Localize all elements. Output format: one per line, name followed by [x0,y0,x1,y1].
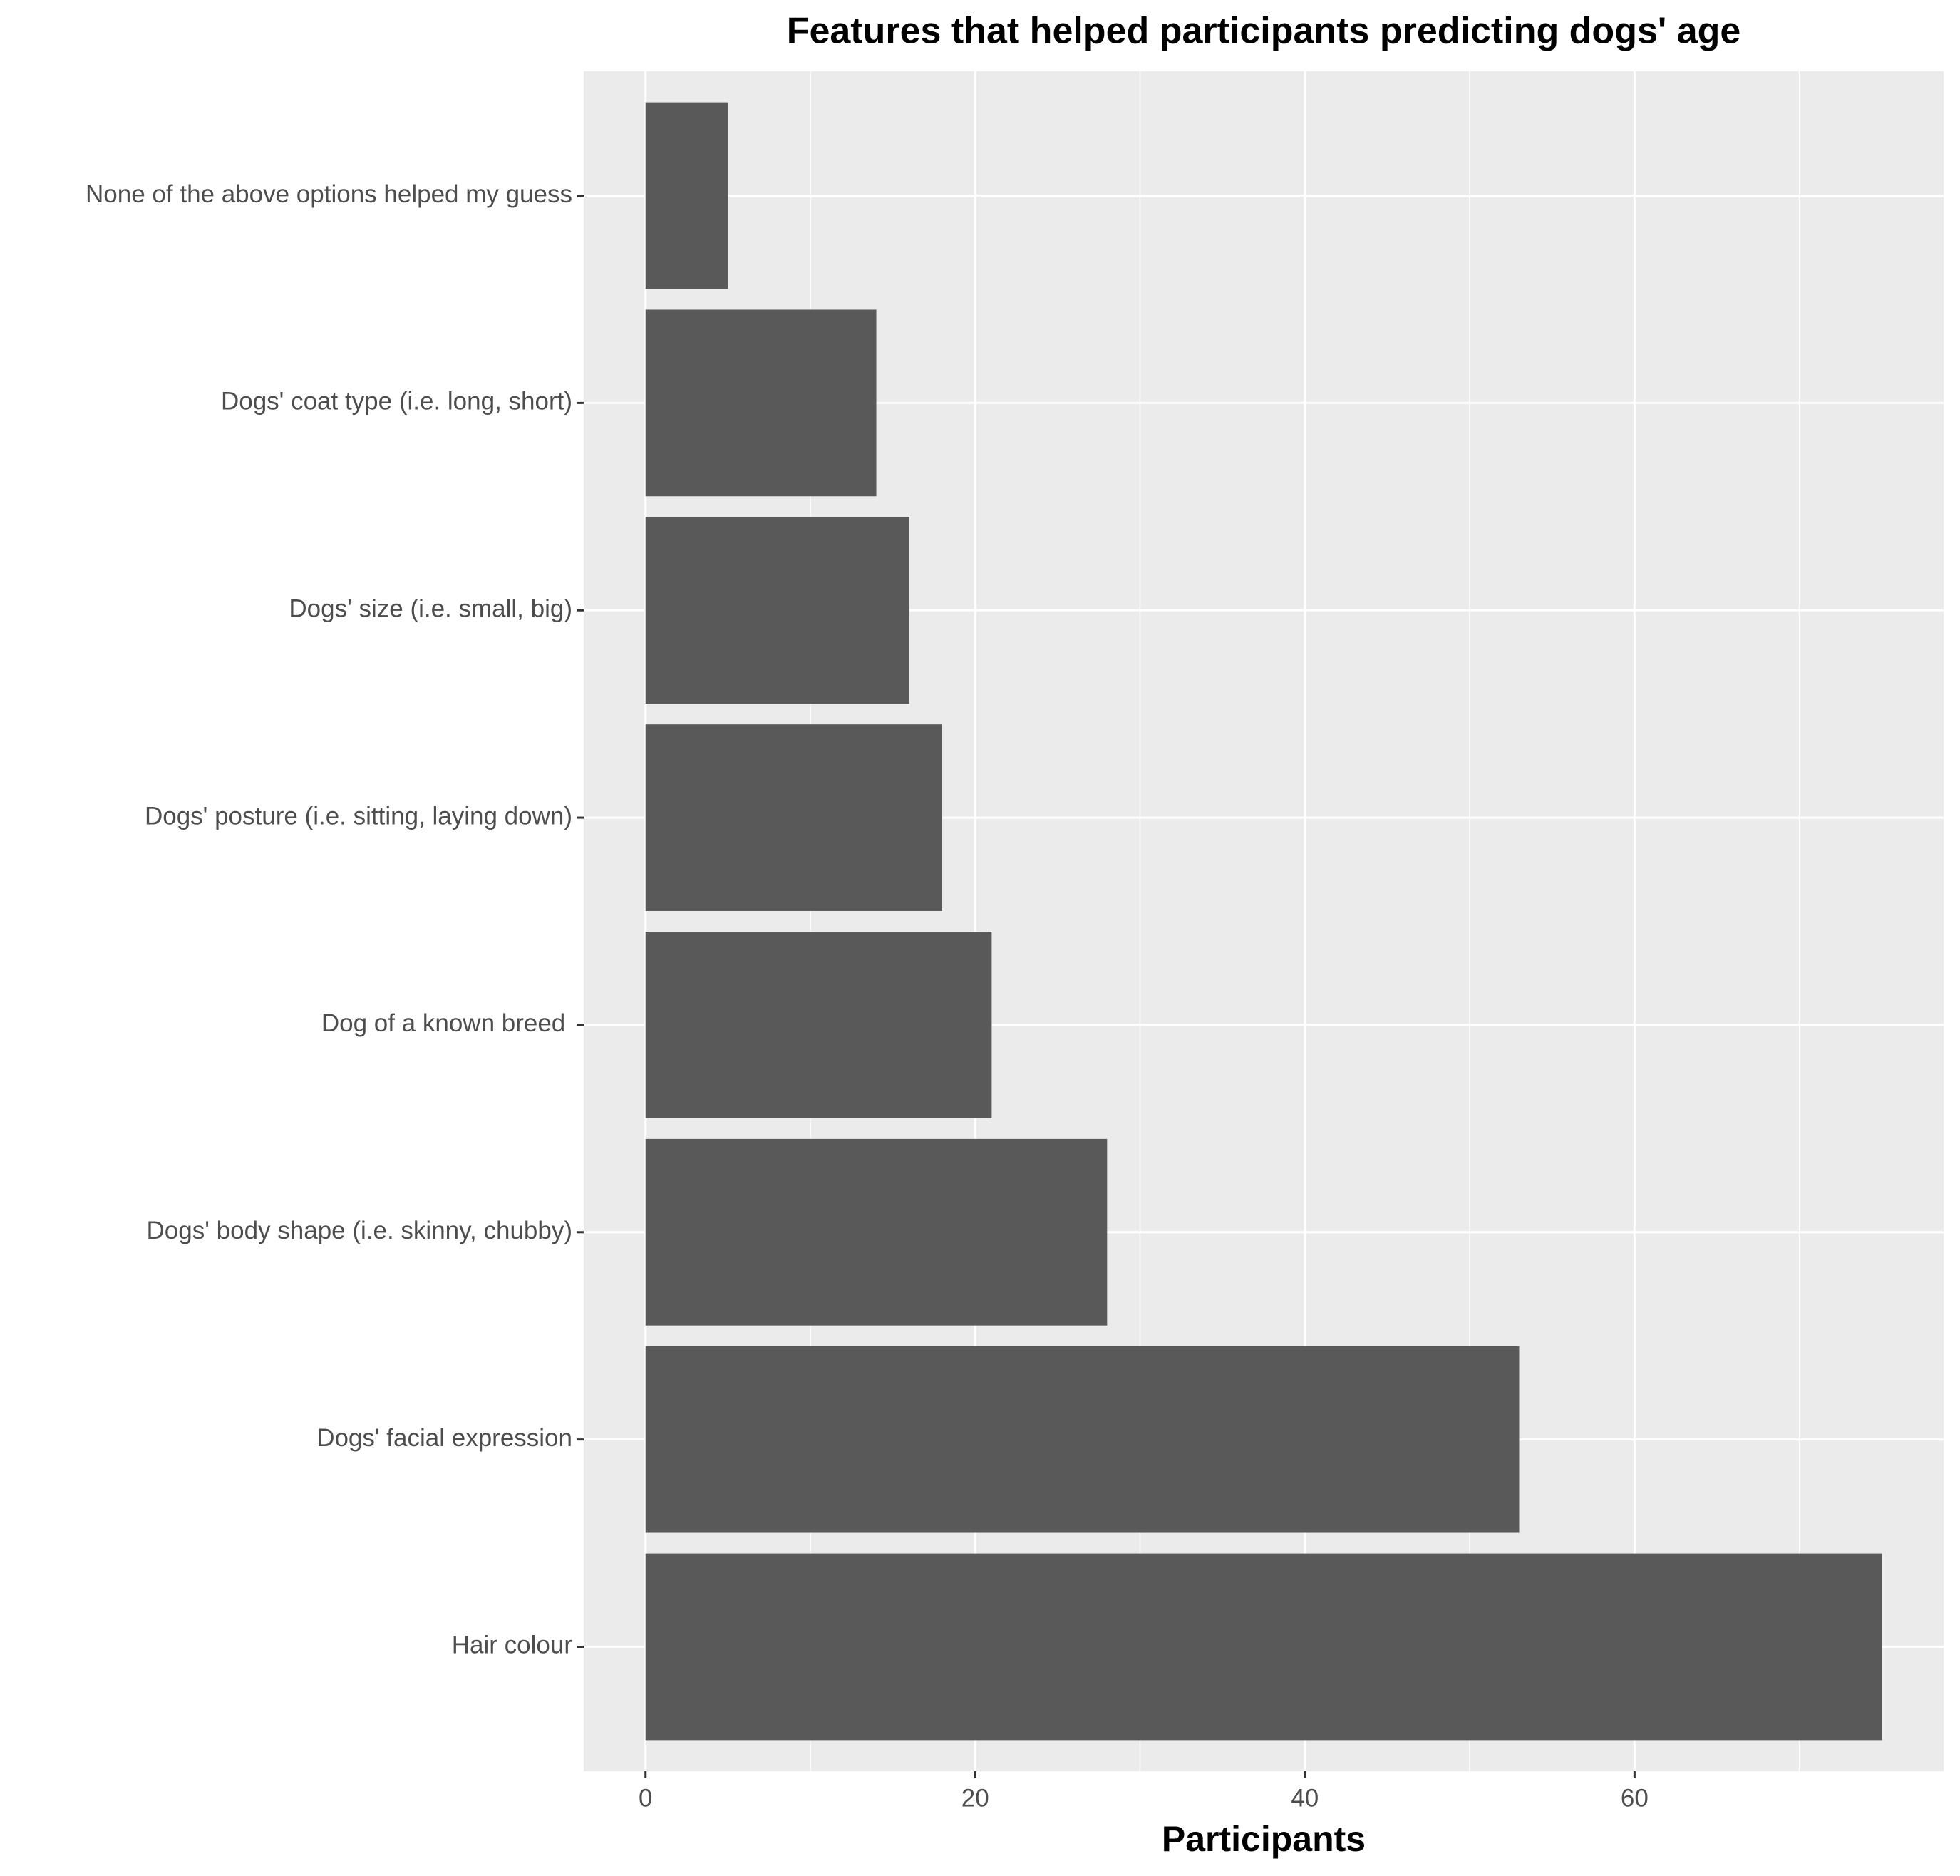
bar [645,932,992,1118]
x-tick-label: 60 [1621,1784,1649,1812]
bar [645,724,943,911]
y-tick-label: Dogs' posture (i.e. sitting, laying down… [145,802,572,830]
x-tick-label: 40 [1291,1784,1319,1812]
chart-title: Features that helped participants predic… [787,11,1741,52]
y-tick-label: Dogs' size (i.e. small, big) [289,594,572,622]
y-tick-label: Dogs' facial expression [316,1424,572,1452]
y-tick-label: Dogs' coat type (i.e. long, short) [221,388,572,416]
y-tick-label: None of the above options helped my gues… [86,180,572,208]
bar [645,1553,1882,1741]
bar [645,517,909,704]
bar [645,1346,1520,1533]
bar [645,1138,1108,1326]
x-axis-title: Participants [1162,1819,1366,1859]
bar [645,102,728,289]
bar [645,309,877,497]
x-tick-label: 0 [639,1784,652,1812]
y-tick-label: Dog of a known breed [321,1009,572,1037]
x-tick-label: 20 [961,1784,989,1812]
y-tick-label: Dogs' body shape (i.e. skinny, chubby) [147,1217,572,1244]
y-tick-label: Hair colour [452,1632,573,1659]
